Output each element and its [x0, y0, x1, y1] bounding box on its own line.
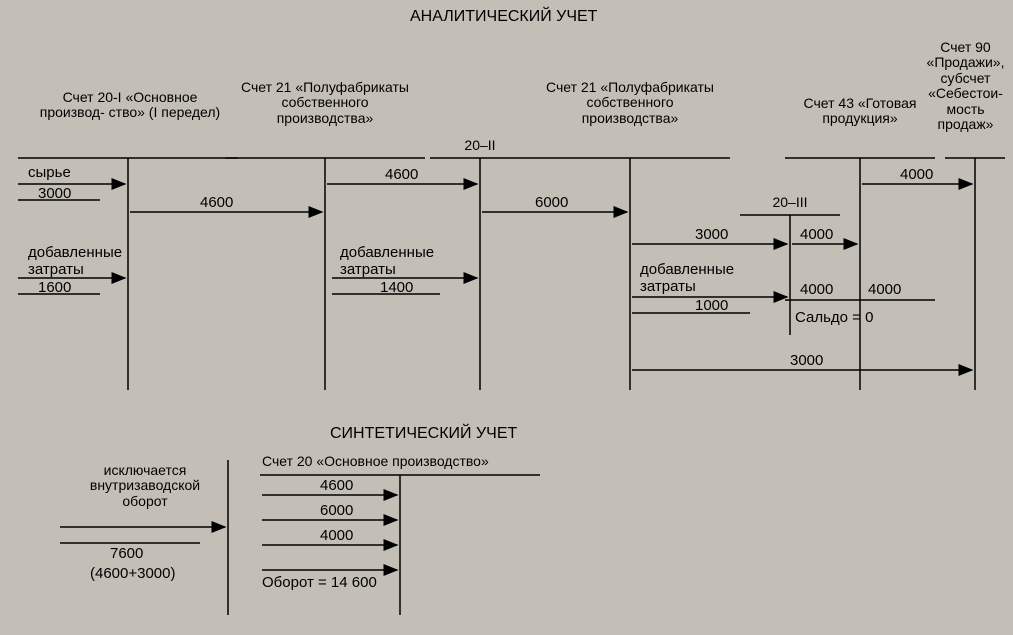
- heading-analytical: АНАЛИТИЧЕСКИЙ УЧЕТ: [410, 8, 597, 26]
- title-s20: Счет 20 «Основное производство»: [262, 454, 542, 469]
- label-added-3: добавленные затраты: [640, 262, 750, 295]
- title-a20-3: 20–III: [760, 195, 820, 210]
- title-a20-2: 20–II: [450, 138, 510, 153]
- val-s4600: 4600: [320, 478, 353, 495]
- label-raw: сырье: [28, 165, 71, 182]
- diagram-stage: АНАЛИТИЧЕСКИЙ УЧЕТ СИНТЕТИЧЕСКИЙ УЧЕТ Сч…: [0, 0, 1013, 635]
- val-excl-detail: (4600+3000): [90, 566, 176, 583]
- title-a20-1: Счет 20-I «Основное производ- ство» (I п…: [30, 90, 230, 121]
- label-excluded: исключается внутризаводской оборот: [70, 463, 220, 509]
- title-a21b: Счет 21 «Полуфабрикаты собственного прои…: [545, 80, 715, 126]
- val-4600-b: 4600: [385, 167, 418, 184]
- val-4000-203-43: 4000: [800, 227, 833, 244]
- val-3000-long: 3000: [790, 353, 823, 370]
- label-turnover: Оборот = 14 600: [262, 575, 377, 592]
- val-added-1600: 1600: [38, 280, 71, 297]
- title-a43: Счет 43 «Готовая продукция»: [800, 96, 920, 127]
- val-s4000: 4000: [320, 528, 353, 545]
- val-4000-90: 4000: [900, 167, 933, 184]
- label-added-1: добавленные затраты: [28, 245, 128, 278]
- val-excl-7600: 7600: [110, 546, 143, 563]
- label-added-2: добавленные затраты: [340, 245, 450, 278]
- title-a21a: Счет 21 «Полуфабрикаты собственного прои…: [240, 80, 410, 126]
- val-raw-3000: 3000: [38, 186, 71, 203]
- val-a43-deb: 4000: [800, 282, 833, 299]
- val-added-1400: 1400: [380, 280, 413, 297]
- val-3000-to203: 3000: [695, 227, 728, 244]
- title-a90: Счет 90 «Продажи», субсчет «Себестои- мо…: [918, 40, 1013, 132]
- label-balance0: Сальдо = 0: [795, 310, 873, 327]
- val-4600-a: 4600: [200, 195, 233, 212]
- val-added-1000: 1000: [695, 298, 728, 315]
- val-6000: 6000: [535, 195, 568, 212]
- val-s6000: 6000: [320, 503, 353, 520]
- val-a43-cred: 4000: [868, 282, 901, 299]
- heading-synthetic: СИНТЕТИЧЕСКИЙ УЧЕТ: [330, 425, 517, 443]
